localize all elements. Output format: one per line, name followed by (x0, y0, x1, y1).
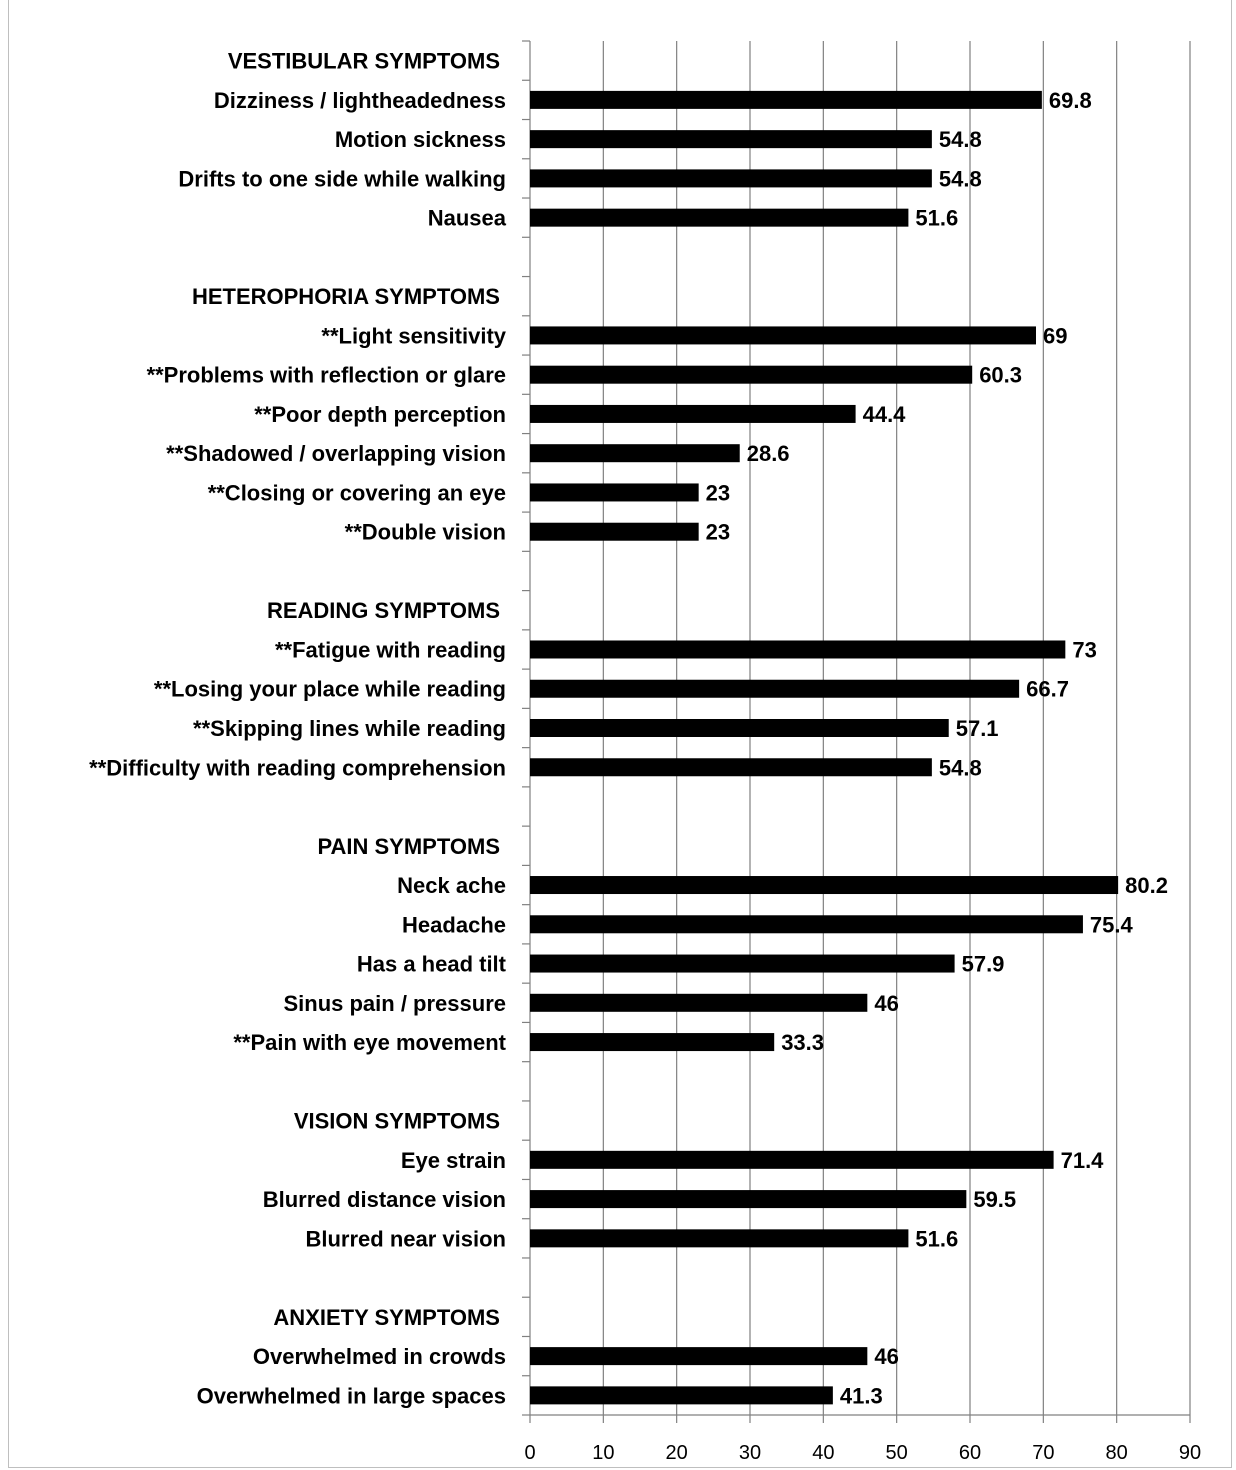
category-label: **Difficulty with reading comprehension (89, 755, 506, 780)
value-tick-label: 90 (1179, 1442, 1201, 1464)
value-ticks: 0 10 20 30 40 50 60 70 80 90 (524, 1415, 1201, 1464)
category-label: **Light sensitivity (321, 323, 506, 348)
data-label: 80.2 (1125, 873, 1168, 898)
bar (530, 326, 1036, 345)
data-label: 54.8 (939, 127, 982, 152)
bar (530, 404, 856, 423)
data-label: 60.3 (979, 363, 1022, 388)
data-label: 46 (874, 991, 898, 1016)
category-label: Overwhelmed in crowds (253, 1344, 506, 1369)
category-group-header: ANXIETY SYMPTOMS (273, 1305, 500, 1330)
category-label: **Fatigue with reading (275, 637, 506, 662)
bar (530, 169, 932, 188)
bar (530, 130, 932, 149)
category-label: **Losing your place while reading (154, 677, 506, 702)
category-label: **Problems with reflection or glare (147, 363, 506, 388)
category-label: **Double vision (345, 520, 506, 545)
bar (530, 1386, 833, 1405)
data-label: 54.8 (939, 755, 982, 780)
data-label: 71.4 (1061, 1148, 1105, 1173)
category-label: Headache (402, 912, 506, 937)
data-label: 23 (706, 520, 730, 545)
category-label: Drifts to one side while walking (178, 166, 506, 191)
category-group-header: HETEROPHORIA SYMPTOMS (192, 284, 500, 309)
value-tick-label: 20 (666, 1442, 688, 1464)
bar (530, 993, 868, 1012)
category-label: **Shadowed / overlapping vision (166, 441, 506, 466)
data-label: 57.9 (962, 952, 1005, 977)
bar (530, 1150, 1054, 1169)
value-tick-label: 80 (1106, 1442, 1128, 1464)
bar (530, 1033, 775, 1052)
bar (530, 1229, 909, 1248)
data-label: 46 (874, 1344, 898, 1369)
bar (530, 954, 955, 973)
data-label: 73 (1072, 637, 1096, 662)
category-label: Overwhelmed in large spaces (197, 1383, 506, 1408)
bar (530, 483, 699, 502)
value-tick-label: 50 (886, 1442, 908, 1464)
rows: VESTIBULAR SYMPTOMS Dizziness / lighthead… (89, 49, 1168, 1409)
data-label: 44.4 (863, 402, 907, 427)
category-label: Has a head tilt (357, 952, 507, 977)
value-tick-label: 30 (739, 1442, 761, 1464)
data-label: 59.5 (973, 1187, 1016, 1212)
category-group-header: PAIN SYMPTOMS (317, 834, 500, 859)
category-group-header: VESTIBULAR SYMPTOMS (228, 49, 500, 74)
bar (530, 679, 1020, 698)
value-tick-label: 60 (959, 1442, 981, 1464)
category-label: Dizziness / lightheadedness (214, 88, 506, 113)
value-tick-label: 70 (1032, 1442, 1054, 1464)
category-label: **Poor depth perception (254, 402, 506, 427)
bar (530, 719, 949, 737)
bar (530, 444, 740, 463)
data-label: 51.6 (915, 1226, 958, 1251)
category-label: Blurred distance vision (263, 1187, 506, 1212)
data-label: 23 (706, 480, 730, 505)
category-group-header: READING SYMPTOMS (267, 598, 500, 623)
bar (530, 365, 973, 384)
bar (530, 1190, 967, 1209)
bar (530, 758, 932, 777)
data-label: 69 (1043, 323, 1067, 348)
data-label: 41.3 (840, 1383, 883, 1408)
data-label: 51.6 (915, 206, 958, 231)
data-label: 33.3 (781, 1030, 824, 1055)
category-label: Nausea (428, 206, 507, 231)
category-label: **Pain with eye movement (233, 1030, 506, 1055)
value-tick-label: 40 (812, 1442, 834, 1464)
bar (530, 915, 1083, 934)
value-tick-label: 10 (592, 1442, 614, 1464)
category-label: Motion sickness (335, 127, 506, 152)
value-tick-label: 0 (524, 1442, 535, 1464)
category-ticks (522, 40, 530, 1416)
category-group-header: VISION SYMPTOMS (294, 1109, 500, 1134)
bar (530, 876, 1119, 895)
category-label: Blurred near vision (305, 1226, 506, 1251)
bar (530, 208, 909, 227)
bar (530, 1347, 868, 1366)
category-label: Eye strain (401, 1148, 506, 1173)
category-label: Sinus pain / pressure (283, 991, 506, 1016)
data-label: 69.8 (1049, 88, 1092, 113)
data-label: 75.4 (1090, 912, 1134, 937)
bar (530, 522, 699, 541)
data-label: 54.8 (939, 166, 982, 191)
data-label: 28.6 (747, 441, 790, 466)
chart-frame (8, 0, 1232, 1468)
bar (530, 90, 1042, 109)
data-label: 57.1 (956, 716, 999, 741)
bar (530, 640, 1066, 659)
category-label: Neck ache (397, 873, 506, 898)
category-label: **Skipping lines while reading (193, 716, 506, 741)
category-label: **Closing or covering an eye (208, 480, 506, 505)
data-label: 66.7 (1026, 677, 1069, 702)
